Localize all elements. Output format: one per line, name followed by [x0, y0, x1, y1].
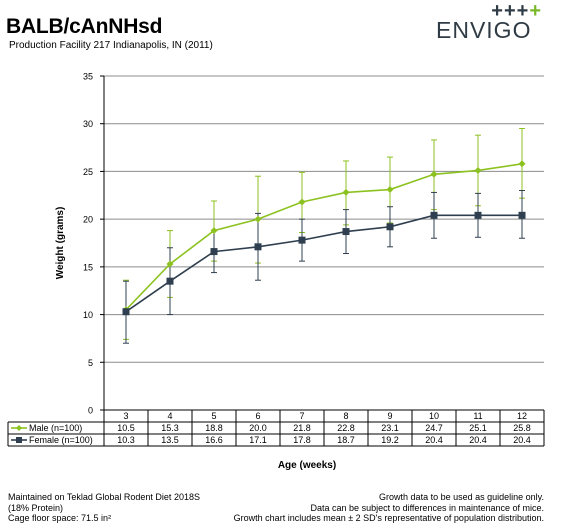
legend-series-name: Female (n=100) — [29, 435, 93, 445]
y-tick-label: 5 — [88, 358, 93, 368]
footer-right-line: Data can be subject to differences in ma… — [310, 502, 544, 513]
footer-left-line: (18% Protein) — [8, 502, 64, 513]
footer-right-line: Growth data to be used as guideline only… — [379, 492, 544, 502]
data-point-square — [298, 236, 306, 244]
data-point-diamond — [210, 227, 218, 235]
x-tick-label: 4 — [167, 411, 172, 421]
footer-right-line: Growth chart includes mean ± 2 SD's repr… — [233, 513, 544, 523]
data-point-square — [122, 308, 130, 316]
data-point-square — [254, 243, 262, 251]
x-tick-label: 8 — [343, 411, 348, 421]
data-point-diamond — [254, 215, 262, 223]
data-point-square — [210, 248, 218, 256]
y-tick-label: 25 — [83, 167, 93, 177]
data-point-diamond — [298, 198, 306, 206]
series-line — [125, 214, 522, 313]
x-tick-label: 12 — [517, 411, 527, 421]
table-value: 10.5 — [117, 423, 135, 433]
y-tick-label: 20 — [83, 215, 93, 225]
data-point-square — [518, 211, 526, 219]
footer-diet-info: Maintained on Teklad Global Rodent Diet … — [8, 492, 200, 524]
grid-lines — [104, 75, 544, 363]
table-value: 24.7 — [425, 423, 443, 433]
table-value: 25.1 — [469, 423, 487, 433]
table-value: 23.1 — [381, 423, 399, 433]
x-axis-label: Age (weeks) — [278, 460, 336, 471]
y-tick-label: 0 — [88, 406, 93, 416]
y-tick-label: 15 — [83, 262, 93, 272]
table-value: 16.6 — [205, 435, 223, 445]
series-markers — [122, 160, 526, 316]
data-point-square — [474, 211, 482, 219]
logo-text: ENVIGO — [436, 17, 532, 43]
table-value: 22.8 — [337, 423, 355, 433]
series-line — [125, 163, 523, 311]
legend-series-name: Male (n=100) — [29, 423, 82, 433]
table-value: 20.4 — [513, 435, 531, 445]
x-tick-label: 10 — [429, 411, 439, 421]
legend-key-marker — [16, 437, 22, 443]
table-value: 17.1 — [249, 435, 267, 445]
logo-plus-icon: ++++ — [491, 0, 542, 22]
x-tick-label: 9 — [387, 411, 392, 421]
table-value: 18.7 — [337, 435, 355, 445]
y-tick-label: 35 — [83, 72, 93, 82]
data-table: 3 4 5 6 7 8 9 10 11 12 Male (n=100) 10.5 15.3 18.8 20.… — [7, 410, 545, 447]
table-value: 21.8 — [293, 423, 311, 433]
y-tick-labels: 0 5 10 15 20 25 30 35 — [83, 72, 93, 416]
legend-key-marker — [16, 425, 22, 431]
strain-title: BALB/cAnNHsd — [6, 15, 163, 38]
table-value: 15.3 — [161, 423, 179, 433]
facility-subtitle: Production Facility 217 Indianapolis, IN… — [9, 40, 213, 51]
data-point-diamond — [518, 160, 526, 168]
data-point-diamond — [430, 170, 438, 178]
y-tick-label: 30 — [83, 119, 93, 129]
data-point-diamond — [474, 166, 482, 174]
table-value: 25.8 — [513, 423, 531, 433]
y-tick-label: 10 — [83, 310, 93, 320]
data-point-diamond — [342, 188, 350, 196]
envigo-logo: ++++ ENVIGO — [436, 0, 552, 43]
table-value: 19.2 — [381, 435, 399, 445]
x-tick-label: 5 — [211, 411, 216, 421]
data-point-square — [166, 277, 174, 285]
series-lines — [125, 163, 523, 313]
x-tick-label: 3 — [123, 411, 128, 421]
table-value: 13.5 — [161, 435, 179, 445]
table-value: 20.0 — [249, 423, 267, 433]
x-tick-label: 7 — [299, 411, 304, 421]
data-point-square — [430, 211, 438, 219]
data-point-square — [342, 228, 350, 236]
table-value: 20.4 — [469, 435, 487, 445]
data-point-square — [386, 223, 394, 231]
table-value: 20.4 — [425, 435, 443, 445]
table-value: 17.8 — [293, 435, 311, 445]
footer-left-line: Cage floor space: 71.5 in² — [8, 513, 112, 523]
x-tick-label: 11 — [473, 411, 482, 421]
y-axis-label: Weight (grams) — [55, 207, 66, 280]
table-value: 10.3 — [117, 435, 135, 445]
data-point-diamond — [166, 260, 174, 268]
table-value: 18.8 — [205, 423, 223, 433]
footer-left-line: Maintained on Teklad Global Rodent Diet … — [8, 492, 200, 502]
data-point-diamond — [386, 186, 394, 194]
axes — [100, 75, 544, 411]
x-tick-label: 6 — [255, 411, 260, 421]
footer-disclaimer: Growth data to be used as guideline only… — [234, 492, 544, 524]
